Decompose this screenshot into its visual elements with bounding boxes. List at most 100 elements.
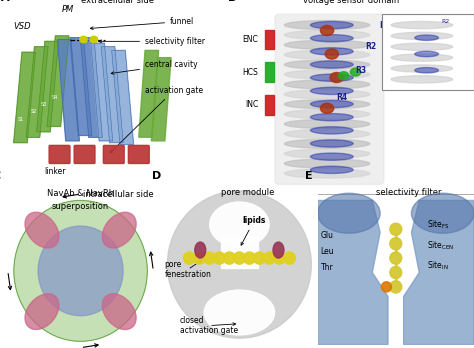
Text: superposition: superposition (52, 202, 109, 211)
Text: selectivity filter: selectivity filter (99, 37, 205, 46)
Ellipse shape (310, 48, 353, 55)
Text: R1: R1 (379, 21, 390, 30)
Ellipse shape (102, 212, 136, 248)
Bar (265, 95, 274, 114)
Bar (265, 62, 274, 82)
Ellipse shape (415, 51, 438, 57)
FancyBboxPatch shape (49, 145, 70, 164)
Text: NavAb & NavRh: NavAb & NavRh (47, 189, 114, 198)
Ellipse shape (318, 193, 380, 233)
Text: ENC: ENC (243, 35, 258, 44)
Ellipse shape (391, 22, 453, 29)
Polygon shape (112, 50, 134, 144)
Ellipse shape (415, 68, 438, 73)
Text: voltage sensor domain: voltage sensor domain (302, 0, 399, 5)
Text: Site$_{\rm CEN}$: Site$_{\rm CEN}$ (427, 239, 455, 252)
Ellipse shape (195, 242, 206, 258)
Ellipse shape (284, 70, 370, 79)
Polygon shape (47, 36, 69, 126)
Polygon shape (26, 47, 48, 137)
Text: S2: S2 (30, 109, 36, 114)
Text: E: E (305, 171, 313, 181)
Text: STIM: STIM (16, 149, 27, 154)
Bar (220, 236, 258, 268)
Text: linker: linker (45, 167, 66, 176)
Circle shape (390, 252, 402, 264)
Circle shape (38, 226, 123, 316)
Ellipse shape (284, 50, 370, 59)
Ellipse shape (310, 140, 353, 147)
Bar (265, 30, 274, 49)
Polygon shape (36, 41, 58, 132)
Ellipse shape (284, 21, 370, 30)
Text: R2: R2 (441, 19, 450, 24)
Text: D: D (152, 171, 161, 181)
Ellipse shape (167, 191, 311, 338)
Ellipse shape (310, 153, 353, 160)
Ellipse shape (284, 100, 370, 109)
Circle shape (382, 282, 392, 292)
FancyBboxPatch shape (382, 14, 474, 90)
Ellipse shape (284, 80, 370, 89)
Text: pore module: pore module (220, 188, 274, 197)
Circle shape (390, 223, 402, 235)
Ellipse shape (310, 87, 353, 94)
Ellipse shape (284, 110, 370, 119)
Ellipse shape (284, 119, 370, 128)
Circle shape (14, 200, 147, 341)
Polygon shape (139, 50, 159, 137)
FancyBboxPatch shape (74, 145, 95, 164)
Polygon shape (403, 200, 474, 345)
Text: Site$_{\rm FS}$: Site$_{\rm FS}$ (427, 218, 450, 231)
Circle shape (390, 281, 402, 293)
Ellipse shape (284, 40, 370, 49)
Polygon shape (318, 200, 388, 345)
Text: closed
activation gate: closed activation gate (180, 316, 238, 335)
Circle shape (325, 49, 338, 59)
Circle shape (223, 252, 235, 264)
Text: extracellular side: extracellular side (82, 0, 155, 5)
Ellipse shape (391, 65, 453, 72)
Circle shape (283, 252, 295, 264)
Circle shape (90, 36, 98, 43)
Text: intracellular side: intracellular side (82, 190, 153, 199)
Ellipse shape (310, 127, 353, 134)
Text: Glu: Glu (321, 231, 334, 240)
Ellipse shape (411, 193, 474, 233)
Text: S1: S1 (18, 117, 24, 122)
Circle shape (338, 72, 349, 80)
FancyBboxPatch shape (103, 145, 124, 164)
Polygon shape (151, 58, 171, 141)
Ellipse shape (204, 290, 274, 335)
Polygon shape (91, 43, 113, 141)
Ellipse shape (284, 139, 370, 148)
Ellipse shape (25, 294, 59, 330)
Text: lipids: lipids (241, 216, 266, 245)
Circle shape (390, 238, 402, 250)
Text: pore
fenestration: pore fenestration (164, 260, 211, 279)
Circle shape (193, 252, 205, 264)
Circle shape (320, 103, 334, 113)
Text: PM: PM (62, 5, 74, 14)
Ellipse shape (391, 54, 453, 61)
Circle shape (244, 252, 255, 264)
Text: R4: R4 (337, 93, 347, 102)
Polygon shape (14, 52, 36, 143)
Text: activation gate: activation gate (110, 86, 203, 153)
Ellipse shape (391, 32, 453, 40)
Text: central cavity: central cavity (111, 60, 198, 74)
Text: R3: R3 (356, 66, 366, 75)
Text: Thr: Thr (321, 263, 333, 272)
Ellipse shape (310, 166, 353, 173)
Polygon shape (101, 47, 123, 143)
Ellipse shape (102, 294, 136, 330)
Ellipse shape (284, 149, 370, 158)
Ellipse shape (391, 76, 453, 83)
Ellipse shape (310, 22, 353, 29)
Polygon shape (57, 40, 79, 141)
Circle shape (320, 25, 334, 35)
Text: B: B (228, 0, 236, 3)
Ellipse shape (273, 242, 284, 258)
Text: C: C (0, 171, 1, 181)
Circle shape (273, 252, 285, 264)
